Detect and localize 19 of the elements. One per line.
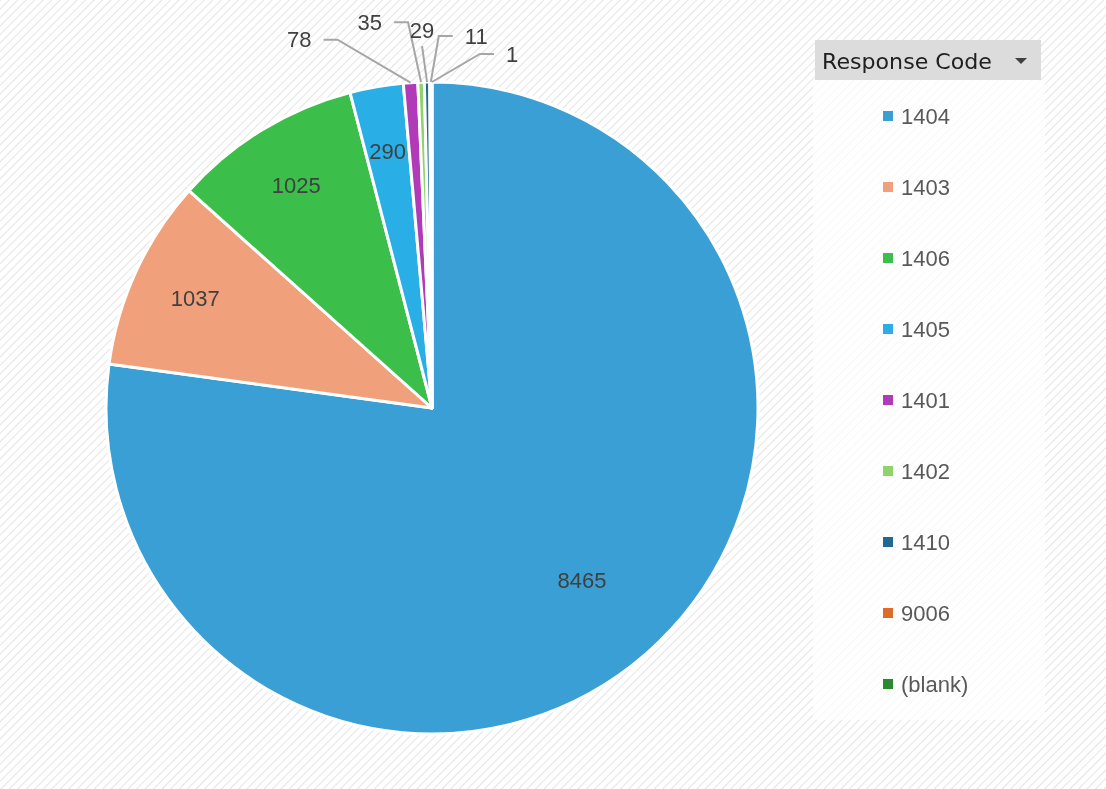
data-label: 1025 — [271, 173, 321, 199]
data-label: 290 — [369, 138, 406, 164]
legend-label: 9006 — [901, 600, 950, 626]
data-label: 1037 — [170, 286, 220, 312]
data-label: 78 — [287, 27, 312, 53]
legend-label: 1401 — [901, 387, 950, 413]
legend-label: 1406 — [901, 245, 950, 271]
legend-title: Response Code — [822, 48, 992, 74]
data-label: 8465 — [557, 567, 607, 593]
legend-label: 1405 — [901, 316, 950, 342]
data-label: 29 — [409, 17, 435, 43]
data-label: 35 — [357, 9, 383, 35]
legend-label: 1402 — [901, 458, 950, 484]
data-label: 11 — [464, 23, 488, 49]
legend-label: 1403 — [901, 174, 950, 200]
legend-label: (blank) — [901, 671, 969, 697]
legend-label: 1410 — [901, 529, 950, 555]
data-label: 1 — [505, 41, 519, 67]
legend-label: 1404 — [901, 103, 950, 129]
